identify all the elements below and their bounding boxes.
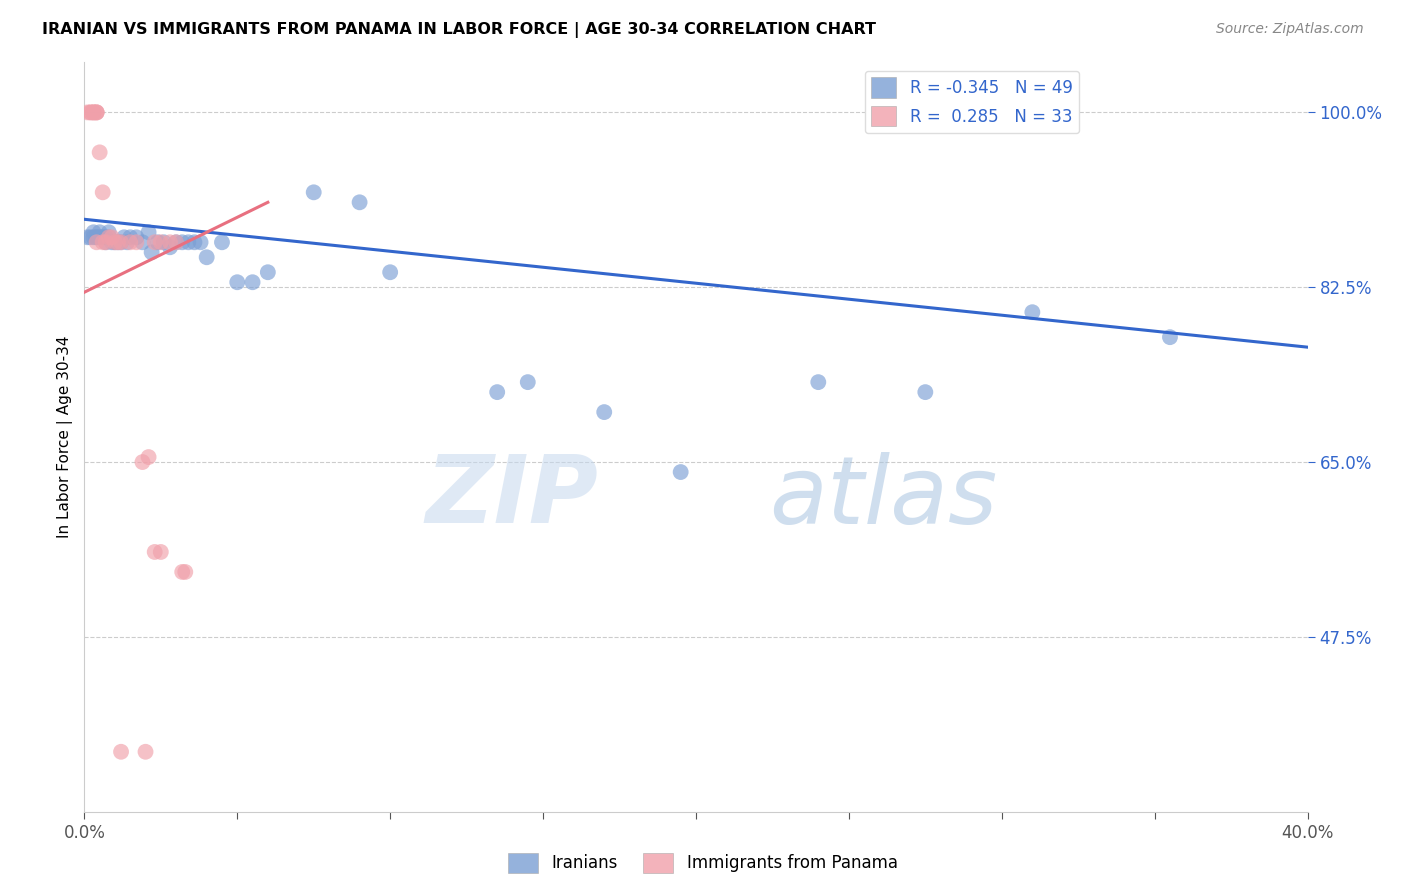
- Point: [211, 235, 233, 250]
- Point: [177, 235, 200, 250]
- Point: [107, 235, 129, 250]
- Point: [149, 235, 172, 250]
- Point: [516, 375, 538, 389]
- Point: [165, 235, 187, 250]
- Point: [86, 230, 108, 244]
- Point: [143, 235, 166, 250]
- Point: [141, 245, 163, 260]
- Point: [110, 745, 132, 759]
- Point: [83, 225, 105, 239]
- Point: [183, 235, 205, 250]
- Point: [165, 235, 187, 250]
- Text: IRANIAN VS IMMIGRANTS FROM PANAMA IN LABOR FORCE | AGE 30-34 CORRELATION CHART: IRANIAN VS IMMIGRANTS FROM PANAMA IN LAB…: [42, 22, 876, 38]
- Point: [125, 230, 148, 244]
- Point: [83, 105, 105, 120]
- Point: [101, 230, 124, 244]
- Point: [242, 275, 264, 289]
- Legend: Iranians, Immigrants from Panama: Iranians, Immigrants from Panama: [502, 847, 904, 880]
- Point: [120, 230, 142, 244]
- Text: Source: ZipAtlas.com: Source: ZipAtlas.com: [1216, 22, 1364, 37]
- Point: [669, 465, 692, 479]
- Point: [159, 235, 181, 250]
- Point: [302, 186, 325, 200]
- Point: [172, 235, 194, 250]
- Point: [91, 230, 114, 244]
- Point: [89, 145, 111, 160]
- Point: [101, 235, 124, 250]
- Point: [174, 565, 197, 579]
- Point: [1021, 305, 1043, 319]
- Point: [131, 455, 153, 469]
- Point: [97, 230, 120, 244]
- Point: [94, 230, 117, 244]
- Point: [104, 235, 127, 250]
- Point: [83, 105, 105, 120]
- Legend: R = -0.345   N = 49, R =  0.285   N = 33: R = -0.345 N = 49, R = 0.285 N = 33: [865, 70, 1078, 133]
- Point: [120, 235, 142, 250]
- Point: [83, 105, 105, 120]
- Point: [89, 225, 111, 239]
- Point: [94, 235, 117, 250]
- Point: [107, 235, 129, 250]
- Point: [143, 545, 166, 559]
- Point: [257, 265, 280, 279]
- Point: [131, 235, 153, 250]
- Point: [86, 105, 108, 120]
- Point: [807, 375, 830, 389]
- Point: [86, 235, 108, 250]
- Point: [94, 235, 117, 250]
- Point: [83, 230, 105, 244]
- Point: [86, 105, 108, 120]
- Point: [86, 105, 108, 120]
- Point: [110, 235, 132, 250]
- Point: [159, 240, 181, 254]
- Point: [97, 225, 120, 239]
- Point: [115, 235, 138, 250]
- Point: [89, 230, 111, 244]
- Point: [146, 235, 169, 250]
- Point: [149, 545, 172, 559]
- Text: atlas: atlas: [769, 451, 998, 542]
- Point: [153, 235, 176, 250]
- Point: [486, 385, 509, 400]
- Point: [138, 450, 160, 464]
- Point: [226, 275, 249, 289]
- Point: [79, 230, 101, 244]
- Point: [593, 405, 616, 419]
- Y-axis label: In Labor Force | Age 30-34: In Labor Force | Age 30-34: [58, 335, 73, 539]
- Point: [91, 235, 114, 250]
- Point: [138, 225, 160, 239]
- Point: [110, 235, 132, 250]
- Point: [79, 105, 101, 120]
- Point: [112, 230, 135, 244]
- Point: [380, 265, 402, 279]
- Point: [190, 235, 212, 250]
- Point: [914, 385, 936, 400]
- Point: [97, 230, 120, 244]
- Point: [125, 235, 148, 250]
- Point: [349, 195, 371, 210]
- Point: [172, 565, 194, 579]
- Point: [135, 745, 157, 759]
- Point: [91, 230, 114, 244]
- Point: [76, 230, 98, 244]
- Point: [86, 230, 108, 244]
- Point: [91, 186, 114, 200]
- Point: [195, 250, 218, 264]
- Point: [104, 235, 127, 250]
- Point: [76, 105, 98, 120]
- Point: [79, 105, 101, 120]
- Point: [1159, 330, 1181, 344]
- Text: ZIP: ZIP: [425, 451, 598, 543]
